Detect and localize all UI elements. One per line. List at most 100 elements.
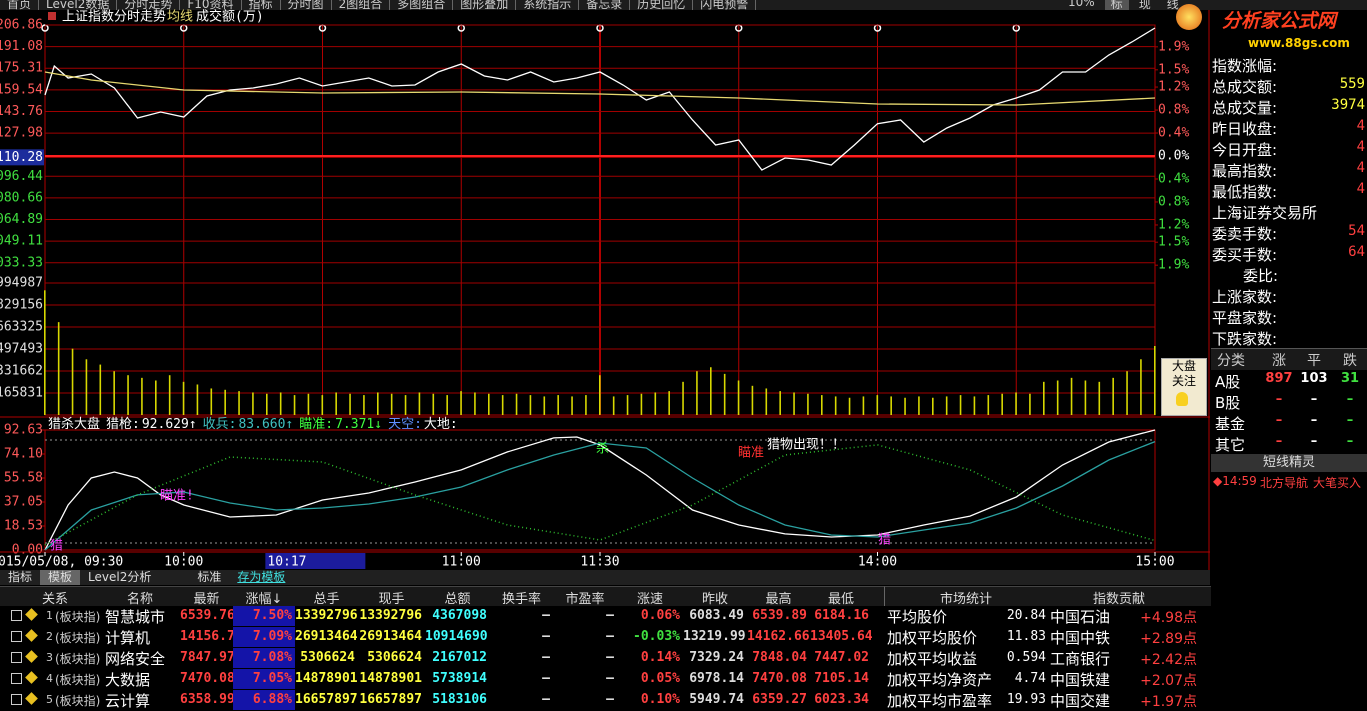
sprite-stock: 北方导航: [1260, 476, 1309, 490]
volume-bar: [279, 392, 282, 415]
menu-item[interactable]: 指标: [242, 0, 281, 10]
breadth-cell: A股: [1215, 373, 1241, 391]
volume-bar: [918, 396, 920, 415]
volume-bar: [654, 392, 657, 415]
volume-bar: [862, 396, 865, 415]
menu-item[interactable]: 标: [1104, 0, 1129, 10]
checkbox: [11, 652, 22, 663]
tab[interactable]: 指标: [8, 570, 33, 584]
column-header: 总手: [313, 592, 340, 607]
volume-bar: [834, 396, 837, 415]
menu-item[interactable]: 首页: [0, 0, 40, 10]
checkbox: [11, 673, 22, 684]
x-tick-label: 015/05/08, 09:30: [0, 555, 123, 570]
volume-bar: [543, 396, 546, 415]
menu-item[interactable]: 线: [1166, 0, 1179, 10]
volume-bar: [71, 348, 74, 415]
volume-bar: [390, 393, 393, 415]
breadth-cell: B股: [1215, 394, 1241, 412]
menu-item[interactable]: 多图组合: [390, 0, 454, 10]
legend-label: 成交额(万): [196, 9, 264, 25]
focus-button-text: 大盘: [1171, 359, 1196, 373]
menu-item[interactable]: 分时图: [281, 0, 332, 10]
menu-item[interactable]: 2图组合: [332, 0, 391, 10]
volume-bar: [973, 396, 976, 415]
table-cell: –: [606, 692, 614, 707]
stat-label: 上涨家数:: [1212, 288, 1278, 306]
menu-item[interactable]: 备忘录: [579, 0, 631, 10]
volume-bar: [779, 391, 781, 415]
volume-bar: [418, 392, 421, 415]
table-cell: 7.09%: [233, 627, 295, 647]
focus-button[interactable]: 大盘 关注: [1161, 358, 1207, 416]
table-cell: 5306624: [300, 650, 355, 665]
y-tick-label: 143.76: [0, 104, 43, 119]
stats-header: 市场统计: [939, 592, 992, 607]
menu-item[interactable]: 10%: [1068, 0, 1095, 9]
column-header: 涨速: [636, 592, 663, 607]
table-cell: 6539.89: [752, 608, 807, 623]
menu-item[interactable]: 历史回忆: [630, 0, 694, 10]
column-header: 涨幅↓: [245, 592, 283, 607]
menu-item[interactable]: 系统指示: [516, 0, 580, 10]
volume-bar: [848, 397, 851, 415]
breadth-cell: 基金: [1215, 415, 1246, 433]
annotation: 猎: [50, 539, 63, 554]
y2-tick-label: 1.5%: [1158, 235, 1189, 250]
breadth-cell: 897: [1265, 371, 1293, 386]
y-tick-label: 080.66: [0, 190, 43, 205]
stats-label: 加权平均收益: [887, 650, 978, 668]
stat-label: 上海证券交易所: [1212, 204, 1318, 222]
series-line: [44, 444, 1156, 546]
readout-item: 收兵:: [203, 417, 237, 432]
sprite-bar: 短线精灵: [1211, 454, 1367, 472]
stat-label: 委卖手数:: [1212, 225, 1278, 243]
table-cell: 6358.99: [180, 692, 235, 707]
menu-item[interactable]: Level2数据: [39, 0, 118, 10]
volume-bar: [1043, 381, 1045, 415]
y2-tick-label: 0.4%: [1158, 171, 1189, 186]
tab[interactable]: 标准: [197, 570, 222, 584]
breadth-cell: –: [1346, 434, 1354, 449]
breadth-header: 跌: [1343, 353, 1357, 369]
cursor-box: [265, 553, 366, 569]
volume-bar: [696, 371, 698, 415]
row-kind: (板块指): [55, 673, 101, 687]
volume-bar: [1015, 392, 1017, 415]
tab[interactable]: 存为模板: [237, 570, 286, 584]
row-icon: [25, 692, 38, 705]
menu-item[interactable]: 图形叠加: [453, 0, 517, 10]
menu-item[interactable]: F10资料: [180, 0, 242, 10]
column-header: 关系: [41, 592, 68, 607]
table-cell: 7848.04: [752, 650, 807, 665]
contrib-value: +2.42点: [1140, 652, 1197, 668]
stats-value: 0.594: [1006, 650, 1046, 665]
table-cell: 7.05%: [233, 669, 295, 689]
table-cell: –: [542, 692, 550, 707]
volume-bar: [515, 393, 518, 415]
volume-bar: [529, 395, 532, 415]
series-line: [44, 429, 1156, 551]
y-tick-label: 064.89: [0, 212, 43, 227]
stats-value: 11.83: [1006, 629, 1046, 644]
breadth-cell: –: [1310, 392, 1318, 407]
x-tick-label: 11:30: [580, 555, 619, 570]
y-tick-label: 92.63: [4, 423, 43, 438]
row-icon: [25, 629, 38, 642]
menu-item[interactable]: 现: [1138, 0, 1151, 10]
y-tick-label: 663325: [0, 320, 43, 335]
volume-bar: [446, 395, 448, 415]
table-cell: 7.50%: [233, 606, 295, 626]
menu-item[interactable]: 闪电预警: [693, 0, 757, 10]
tab[interactable]: Level2分析: [88, 570, 152, 584]
column-header: 总额: [444, 592, 471, 607]
stock-name: 大数据: [105, 671, 151, 689]
table-cell: 16657897: [295, 692, 358, 707]
column-header: 名称: [126, 592, 153, 607]
charts: 206.86 191.08 175.31 159.54 143.76 127.98 110.…: [0, 9, 1210, 570]
y2-tick-label: 0.8%: [1158, 103, 1189, 118]
volume-bar: [557, 395, 559, 415]
table-cell: 0.10%: [640, 692, 680, 707]
tab[interactable]: 模板: [40, 570, 81, 585]
menu-item[interactable]: 分时走势: [117, 0, 181, 10]
